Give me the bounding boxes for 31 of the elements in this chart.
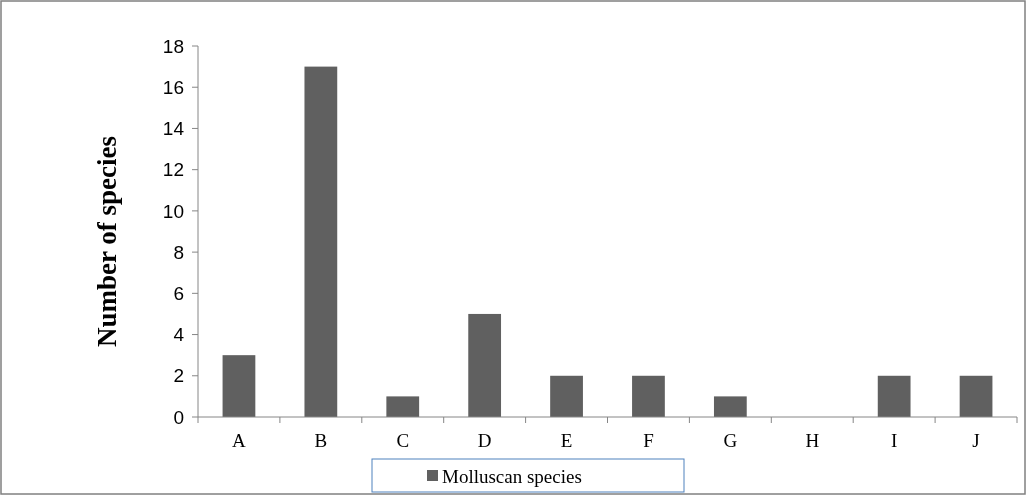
y-axis-title: Number of species (92, 136, 122, 347)
legend-label: Molluscan species (442, 465, 582, 487)
bar (632, 375, 665, 417)
bar (877, 375, 911, 417)
bar (304, 66, 338, 417)
y-tick-label: 16 (162, 76, 184, 98)
y-tick-label: 0 (173, 406, 184, 428)
y-tick-label: 12 (162, 159, 184, 181)
x-tick-label: A (232, 430, 247, 451)
bar (713, 396, 747, 417)
bar (550, 375, 583, 417)
y-tick-label: 10 (162, 200, 184, 222)
bar (222, 355, 256, 417)
y-tick-label: 14 (162, 118, 185, 140)
x-tick-label: D (477, 430, 492, 451)
x-tick-label: C (396, 430, 410, 451)
y-tick-label: 8 (173, 241, 184, 263)
x-tick-label: H (805, 430, 820, 451)
y-tick-label: 4 (173, 324, 185, 346)
x-tick-label: B (314, 430, 328, 451)
x-tick-label: E (560, 430, 573, 451)
x-tick-label: I (890, 430, 898, 451)
x-tick-label: G (723, 430, 738, 451)
x-tick-label: J (972, 430, 980, 451)
x-tick-label: F (643, 430, 654, 451)
bar (386, 396, 420, 417)
bar (959, 375, 993, 417)
y-tick-label: 6 (173, 282, 184, 304)
y-tick-label: 2 (173, 365, 184, 387)
y-tick-label: 18 (162, 35, 184, 57)
bar (468, 313, 502, 417)
